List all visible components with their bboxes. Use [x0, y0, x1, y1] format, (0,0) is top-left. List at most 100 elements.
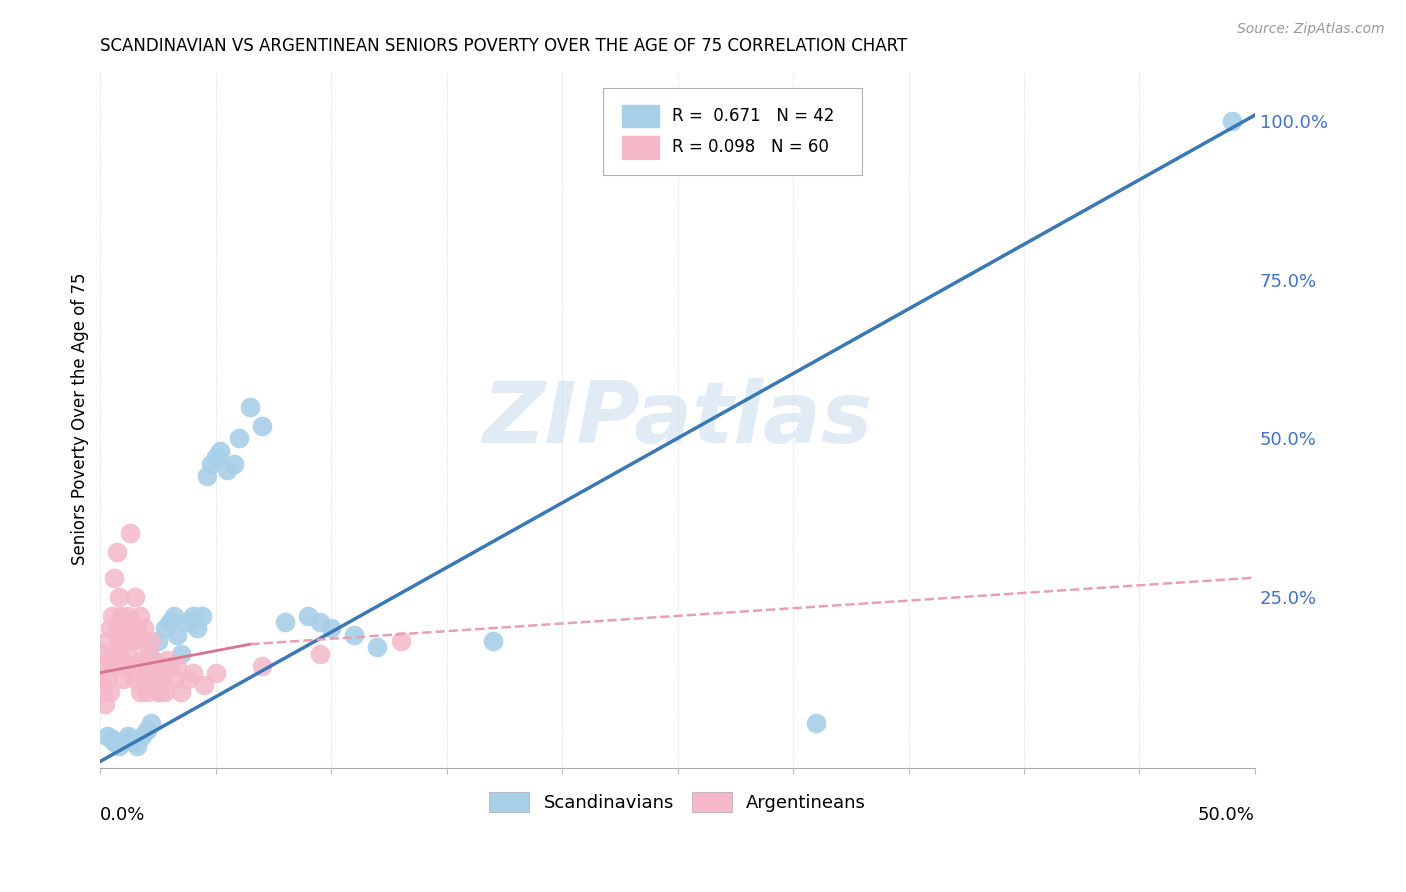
- Point: [101, 732, 124, 747]
- Point: [389, 634, 412, 648]
- Point: [120, 621, 142, 635]
- Point: [91, 684, 114, 698]
- Point: [308, 647, 330, 661]
- Text: Source: ZipAtlas.com: Source: ZipAtlas.com: [1237, 22, 1385, 37]
- Point: [103, 735, 125, 749]
- Point: [193, 678, 215, 692]
- Point: [204, 665, 226, 680]
- Point: [103, 571, 125, 585]
- Point: [131, 729, 153, 743]
- Point: [142, 653, 165, 667]
- Point: [177, 615, 200, 629]
- Point: [170, 684, 193, 698]
- Point: [101, 659, 124, 673]
- Point: [209, 443, 232, 458]
- Point: [124, 735, 146, 749]
- Y-axis label: Seniors Poverty Over the Age of 75: Seniors Poverty Over the Age of 75: [72, 273, 89, 566]
- Point: [98, 621, 121, 635]
- Point: [127, 659, 149, 673]
- Point: [98, 684, 121, 698]
- Point: [146, 684, 169, 698]
- Point: [170, 647, 193, 661]
- Text: ZIPatlas: ZIPatlas: [482, 377, 873, 461]
- Point: [366, 640, 388, 655]
- FancyBboxPatch shape: [623, 136, 659, 159]
- Point: [117, 647, 139, 661]
- Point: [1220, 114, 1243, 128]
- Point: [250, 659, 273, 673]
- Point: [297, 608, 319, 623]
- Point: [112, 621, 135, 635]
- Point: [146, 634, 169, 648]
- Point: [110, 608, 132, 623]
- Point: [274, 615, 297, 629]
- Point: [200, 457, 222, 471]
- Point: [153, 621, 176, 635]
- Point: [142, 659, 165, 673]
- Point: [96, 729, 118, 743]
- Point: [112, 735, 135, 749]
- Text: R = 0.098   N = 60: R = 0.098 N = 60: [672, 138, 828, 156]
- FancyBboxPatch shape: [603, 88, 862, 176]
- Point: [135, 684, 157, 698]
- Point: [108, 590, 131, 604]
- Point: [804, 716, 827, 731]
- Point: [149, 659, 172, 673]
- Point: [110, 653, 132, 667]
- Point: [108, 739, 131, 753]
- Point: [217, 463, 239, 477]
- Point: [127, 739, 149, 753]
- Point: [117, 608, 139, 623]
- Point: [117, 729, 139, 743]
- Point: [135, 659, 157, 673]
- Point: [250, 418, 273, 433]
- Point: [181, 665, 204, 680]
- Point: [124, 590, 146, 604]
- Point: [114, 659, 136, 673]
- Point: [177, 672, 200, 686]
- Point: [195, 469, 218, 483]
- Point: [134, 672, 156, 686]
- Point: [131, 634, 153, 648]
- Point: [191, 608, 214, 623]
- Point: [89, 672, 111, 686]
- Point: [163, 608, 186, 623]
- Point: [131, 653, 153, 667]
- Point: [134, 621, 156, 635]
- Point: [114, 634, 136, 648]
- Text: SCANDINAVIAN VS ARGENTINEAN SENIORS POVERTY OVER THE AGE OF 75 CORRELATION CHART: SCANDINAVIAN VS ARGENTINEAN SENIORS POVE…: [100, 37, 908, 55]
- Point: [128, 608, 150, 623]
- Point: [159, 659, 181, 673]
- Text: 0.0%: 0.0%: [100, 806, 146, 824]
- Point: [103, 647, 125, 661]
- Point: [153, 684, 176, 698]
- Point: [159, 615, 181, 629]
- Point: [141, 716, 163, 731]
- Point: [127, 621, 149, 635]
- Point: [105, 621, 128, 635]
- FancyBboxPatch shape: [623, 105, 659, 128]
- Point: [108, 634, 131, 648]
- Point: [321, 621, 343, 635]
- Point: [91, 659, 114, 673]
- Point: [101, 608, 124, 623]
- Point: [163, 672, 186, 686]
- Text: R =  0.671   N = 42: R = 0.671 N = 42: [672, 107, 834, 125]
- Point: [94, 647, 117, 661]
- Point: [128, 684, 150, 698]
- Point: [149, 684, 172, 698]
- Point: [181, 608, 204, 623]
- Point: [105, 545, 128, 559]
- Point: [204, 450, 226, 465]
- Text: 50.0%: 50.0%: [1198, 806, 1256, 824]
- Point: [120, 526, 142, 541]
- Point: [166, 659, 188, 673]
- Point: [96, 672, 118, 686]
- Point: [96, 634, 118, 648]
- Legend: Scandinavians, Argentineans: Scandinavians, Argentineans: [481, 782, 875, 822]
- Point: [141, 634, 163, 648]
- Point: [135, 723, 157, 737]
- Point: [482, 634, 505, 648]
- Point: [224, 457, 246, 471]
- Point: [343, 627, 366, 641]
